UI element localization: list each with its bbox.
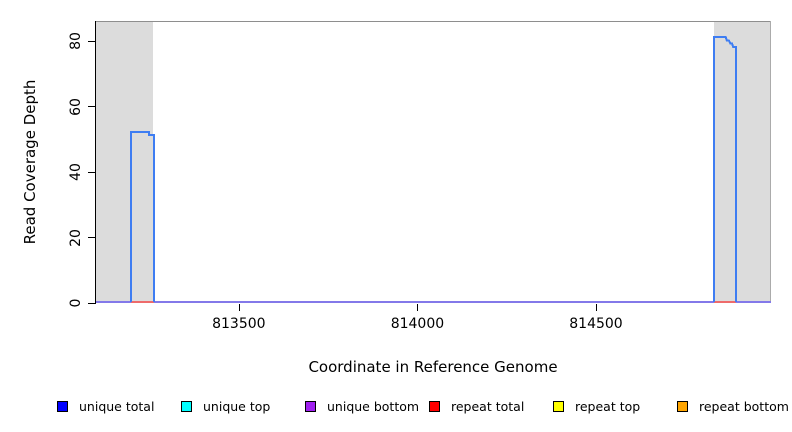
y-tick-label: 0 bbox=[68, 298, 84, 308]
x-tick-mark bbox=[596, 304, 597, 311]
legend-swatch-unique-bottom-icon bbox=[305, 400, 316, 412]
y-tick-mark bbox=[88, 40, 96, 42]
y-tick-label: 60 bbox=[68, 97, 84, 116]
legend-swatch-repeat-bottom-icon bbox=[677, 400, 688, 412]
series-unique-line bbox=[712, 36, 737, 302]
legend-item-unique-bottom: unique bottom bbox=[305, 397, 419, 415]
legend-swatch-unique-total-icon bbox=[57, 400, 68, 412]
shaded-region-band bbox=[713, 21, 771, 303]
y-tick-label: 20 bbox=[68, 228, 84, 247]
legend-swatch-repeat-top-icon bbox=[553, 400, 564, 412]
y-tick-mark bbox=[88, 302, 96, 304]
legend-label: unique total bbox=[79, 398, 155, 414]
series-unique-line bbox=[130, 130, 155, 302]
y-tick-label: 40 bbox=[68, 163, 84, 182]
coverage-chart bbox=[96, 21, 771, 303]
legend-label: repeat top bbox=[575, 398, 641, 414]
shaded-region-band bbox=[96, 21, 154, 303]
x-tick-label: 814500 bbox=[569, 316, 623, 332]
x-tick-label: 813500 bbox=[212, 316, 266, 332]
x-tick-mark bbox=[417, 304, 419, 311]
legend-label: repeat bottom bbox=[699, 398, 789, 414]
legend-label: unique bottom bbox=[327, 398, 420, 414]
y-tick-mark bbox=[88, 106, 96, 108]
x-tick-mark bbox=[238, 304, 240, 311]
legend-item-unique-top: unique top bbox=[181, 397, 270, 415]
legend-label: repeat total bbox=[451, 398, 525, 414]
y-tick-label: 80 bbox=[68, 32, 84, 51]
plot-area bbox=[96, 21, 771, 303]
legend-item-repeat-top: repeat top bbox=[553, 397, 640, 415]
y-tick-mark bbox=[88, 171, 96, 173]
x-tick-label: 814000 bbox=[390, 316, 445, 332]
y-axis-line bbox=[95, 21, 96, 304]
y-axis-title: Read Coverage Depth bbox=[21, 79, 39, 245]
legend-item-unique-total: unique total bbox=[57, 397, 154, 415]
legend: unique total unique top unique bottom repea… bbox=[0, 397, 792, 417]
x-axis-title: Coordinate in Reference Genome bbox=[308, 358, 558, 376]
legend-swatch-repeat-total-icon bbox=[429, 400, 440, 412]
legend-item-repeat-bottom: repeat bottom bbox=[677, 397, 789, 415]
y-tick-mark bbox=[88, 237, 96, 239]
legend-swatch-unique-top-icon bbox=[181, 400, 192, 412]
legend-label: unique top bbox=[203, 398, 271, 414]
legend-item-repeat-total: repeat total bbox=[429, 397, 524, 415]
